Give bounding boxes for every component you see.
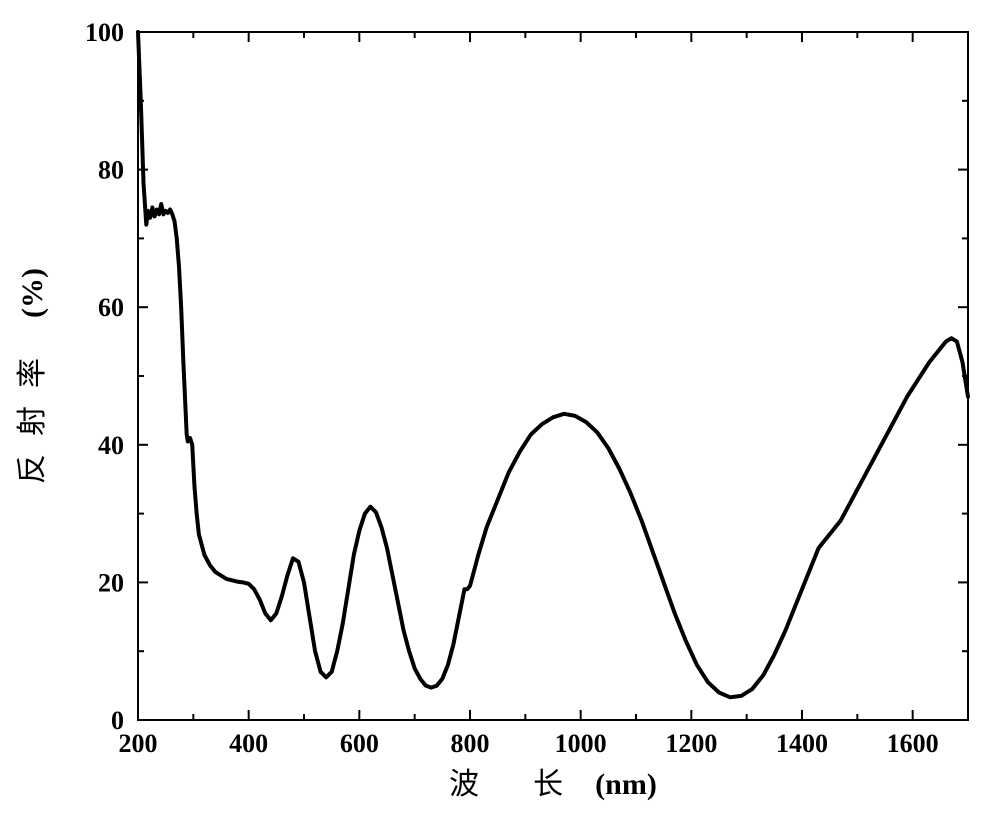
y-tick-label: 60	[98, 293, 124, 322]
x-tick-label: 1000	[555, 729, 607, 758]
y-tick-label: 0	[111, 706, 124, 735]
x-tick-label: 400	[229, 729, 268, 758]
x-tick-label: 1400	[776, 729, 828, 758]
y-tick-label: 20	[98, 568, 124, 597]
x-tick-label: 200	[119, 729, 158, 758]
y-axis-label: 反射率(%)	[16, 268, 49, 484]
x-tick-label: 600	[340, 729, 379, 758]
chart-svg: 200 400 600 800 1000 1200 1400 1600 0 20 40 60 80 100…	[0, 0, 1000, 831]
y-tick-label: 40	[98, 431, 124, 460]
svg-text:反射率(%): 反射率(%)	[16, 268, 49, 484]
y-tick-label: 100	[85, 18, 124, 47]
x-axis-label: 波 长(nm)	[449, 768, 657, 801]
x-tick-label: 1600	[887, 729, 939, 758]
y-tick-label: 80	[98, 156, 124, 185]
x-tick-label: 800	[451, 729, 490, 758]
x-tick-label: 1200	[665, 729, 717, 758]
chart-bg	[0, 0, 1000, 831]
chart-container: 200 400 600 800 1000 1200 1400 1600 0 20 40 60 80 100…	[0, 0, 1000, 831]
